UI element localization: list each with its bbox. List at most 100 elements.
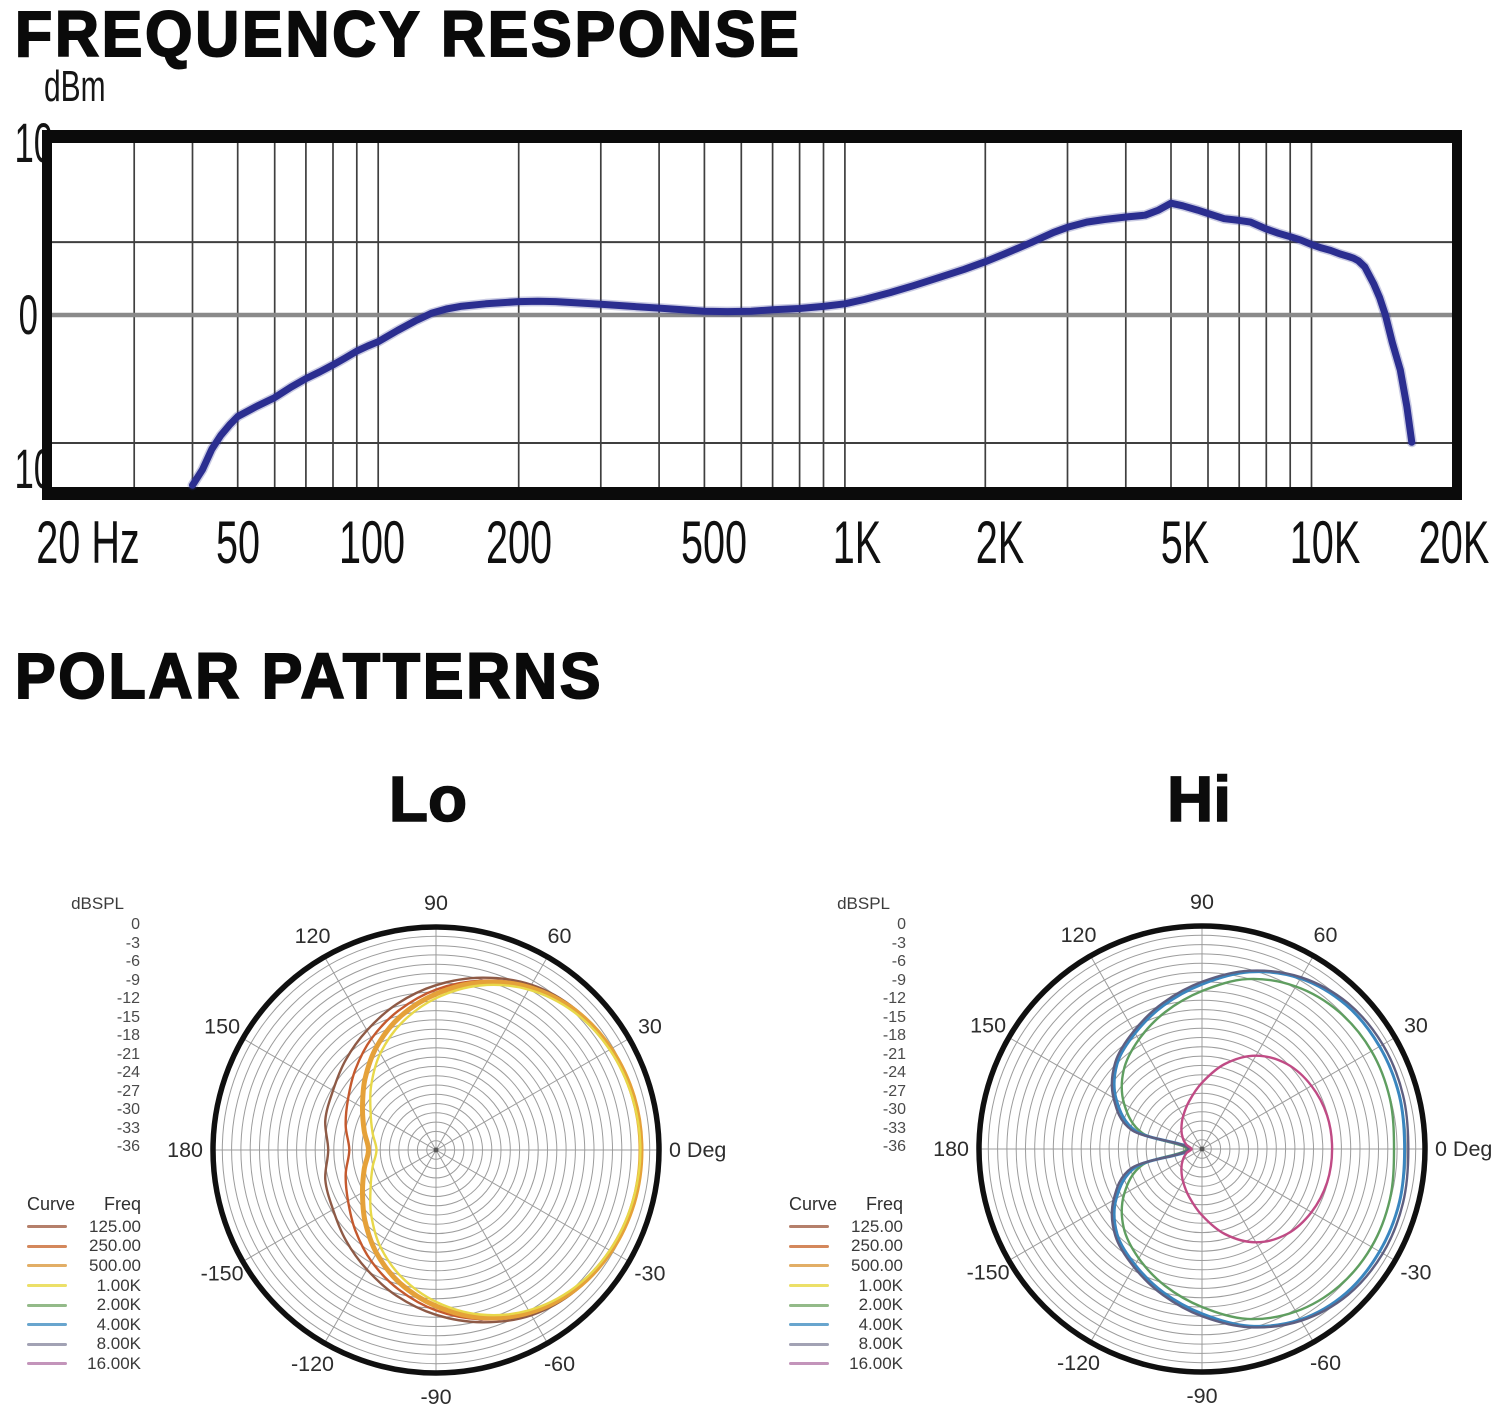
- polar-hi-legend: Curve Freq 125.00 250.00 500.00 1.00K 2.00K 4.0…: [789, 1194, 903, 1374]
- legend-header-curve: Curve: [789, 1194, 838, 1214]
- dbspl-tick-label: -6: [891, 953, 906, 970]
- legend-frequency-label: 2.00K: [858, 1295, 903, 1315]
- legend-frequency-label: 250.00: [851, 1236, 903, 1256]
- dbspl-tick-label: -27: [882, 1082, 906, 1100]
- legend-color-swatch: [27, 1244, 67, 1248]
- legend-frequency-label: 1.00K: [858, 1275, 903, 1295]
- fr-y-axis-unit-label: dBm: [44, 62, 106, 111]
- frequency-response-title: FREQUENCY RESPONSE: [14, 0, 802, 70]
- polar-angle-label: 150: [204, 1015, 240, 1039]
- polar-curve-1.00K: [368, 983, 642, 1317]
- legend-row: 250.00: [27, 1236, 141, 1257]
- dbspl-tick-label: -21: [116, 1045, 140, 1063]
- dbspl-tick-label: -15: [116, 1008, 140, 1026]
- polar-outer-circle: [976, 923, 1428, 1375]
- fr-x-tick-label: 10K: [1289, 509, 1360, 576]
- polar-hi-plot-area: 90 120 60 150 30 180 0 Deg -150 -30 -120 -60 -90: [933, 890, 1492, 1408]
- polar-angle-label: -90: [1186, 1384, 1217, 1408]
- polar-angle-label: 120: [295, 924, 331, 948]
- polar-center-dot: [433, 1147, 439, 1153]
- polar-angle-label: 90: [1190, 890, 1214, 914]
- legend-color-swatch: [789, 1342, 829, 1346]
- polar-angle-label: 0 Deg: [1435, 1137, 1492, 1161]
- polar-grid-ring: [1015, 962, 1389, 1336]
- polar-angle-label: 60: [1314, 923, 1338, 947]
- polar-angle-label: -30: [634, 1262, 665, 1286]
- polar-angle-label: 0 Deg: [669, 1138, 726, 1162]
- fr-x-tick-label: 2K: [976, 509, 1025, 576]
- polar-grid-ring: [398, 1112, 474, 1188]
- polar-grid-ring: [1155, 1102, 1249, 1196]
- legend-row: 2.00K: [27, 1295, 141, 1315]
- legend-frequency-label: 8.00K: [858, 1334, 903, 1354]
- dbspl-tick-label: -36: [882, 1138, 906, 1155]
- polar-grid-ring: [268, 982, 604, 1318]
- polar-angle-label: -60: [1310, 1351, 1341, 1375]
- legend-color-swatch: [789, 1362, 829, 1366]
- polar-angle-label: 90: [424, 891, 448, 915]
- legend-row: 8.00K: [27, 1334, 141, 1355]
- polar-grid-ring: [249, 963, 623, 1337]
- polar-lo-plot-area: 90 120 60 150 30 180 0 Deg -150 -30 -120 -60 -90: [167, 891, 726, 1409]
- polar-grid-ring: [351, 1065, 521, 1235]
- legend-color-swatch: [27, 1342, 67, 1346]
- legend-color-swatch: [27, 1323, 67, 1327]
- polar-angle-label: 60: [548, 924, 572, 948]
- legend-color-swatch: [27, 1303, 67, 1307]
- polar-grid-ring: [997, 944, 1407, 1354]
- legend-frequency-label: 16.00K: [87, 1353, 141, 1373]
- polar-angle-label: 150: [970, 1014, 1006, 1038]
- fr-x-tick-label: 20 Hz: [36, 509, 140, 576]
- legend-header-freq: Freq: [865, 1194, 903, 1214]
- legend-color-swatch: [27, 1264, 67, 1268]
- polar-angle-label: -30: [1400, 1261, 1431, 1285]
- fr-x-tick-label: 1K: [832, 509, 882, 576]
- polar-grid-ring: [305, 1019, 567, 1281]
- polar-curve-8.00K: [1110, 969, 1410, 1329]
- dbspl-tick-label: -33: [882, 1119, 906, 1137]
- legend-header-row: Curve Freq: [789, 1194, 903, 1217]
- legend-row: 2.00K: [789, 1295, 903, 1315]
- legend-frequency-label: 8.00K: [96, 1334, 141, 1354]
- polar-grid-ring: [221, 935, 651, 1365]
- polar-lo-title: Lo: [388, 763, 468, 835]
- fr-x-tick-label: 20K: [1418, 509, 1490, 576]
- polar-hi-dbspl-scale: dBSPL 0 -3 -6 -9 -12 -15 -18 -21 -24 -27 -30 -33 -36: [806, 894, 906, 1157]
- fr-y-tick-label: 10: [14, 111, 54, 174]
- fr-x-tick-label: 100: [339, 509, 406, 576]
- fr-x-tick-label: 200: [485, 509, 552, 576]
- dbspl-tick-label: -24: [882, 1064, 906, 1081]
- legend-frequency-label: 4.00K: [858, 1314, 903, 1334]
- legend-color-swatch: [27, 1362, 67, 1366]
- legend-row: 125.00: [27, 1217, 141, 1237]
- legend-row: 500.00: [27, 1256, 141, 1276]
- polar-angle-label: -150: [967, 1261, 1010, 1285]
- dbspl-tick-label: -18: [882, 1027, 906, 1044]
- polar-lo-legend: Curve Freq 125.00 250.00 500.00 1.00K 2.00K 4.0…: [27, 1194, 141, 1374]
- polar-grid-ring: [1173, 1120, 1231, 1178]
- legend-row: 16.00K: [27, 1354, 141, 1374]
- legend-row: 4.00K: [789, 1315, 903, 1335]
- polar-grid-ring: [286, 1000, 586, 1300]
- dbspl-tick-label: 0: [131, 916, 140, 933]
- legend-color-swatch: [789, 1284, 829, 1288]
- legend-row: 16.00K: [789, 1354, 903, 1374]
- legend-frequency-label: 500.00: [89, 1255, 141, 1275]
- polar-grid-ring: [1025, 972, 1379, 1326]
- legend-row: 500.00: [789, 1256, 903, 1276]
- dbspl-tick-label: -33: [116, 1119, 140, 1137]
- polar-grid-ring: [333, 1047, 539, 1253]
- polar-grid-ring: [389, 1103, 483, 1197]
- dbspl-tick-label: -12: [882, 990, 906, 1007]
- dbspl-tick-label: -12: [116, 990, 140, 1007]
- polar-grid-ring: [1127, 1074, 1277, 1224]
- dbspl-tick-label: -9: [125, 971, 140, 989]
- polar-grid-ring: [324, 1038, 548, 1262]
- polar-grid-ring: [240, 954, 632, 1346]
- polar-angle-label: 120: [1061, 923, 1097, 947]
- legend-frequency-label: 4.00K: [96, 1314, 141, 1334]
- polar-grid-ring: [361, 1075, 511, 1225]
- dbspl-tick-label: -18: [116, 1027, 140, 1044]
- polar-grid-ring: [342, 1056, 530, 1244]
